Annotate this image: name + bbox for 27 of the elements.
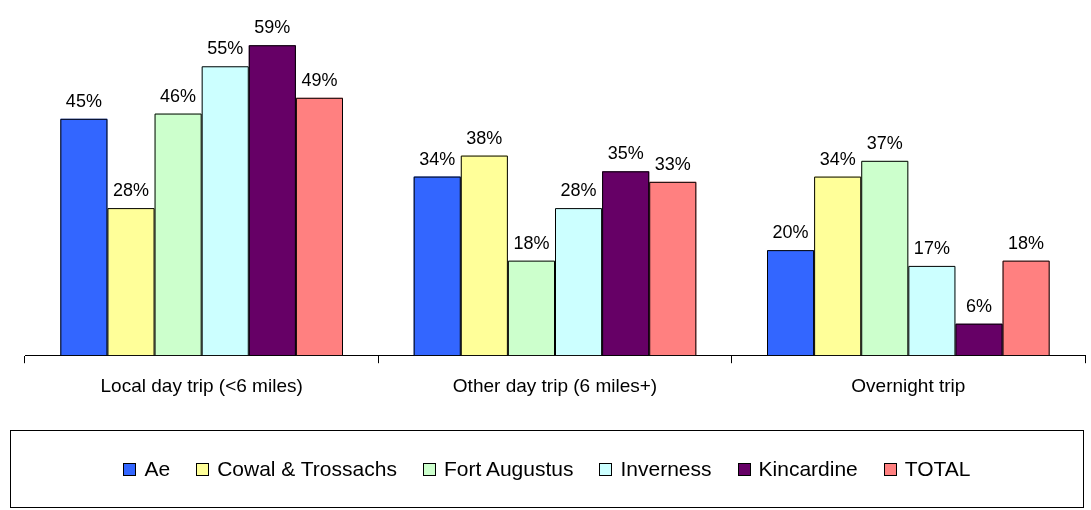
- data-label: 18%: [513, 232, 550, 253]
- legend-label: Fort Augustus: [443, 457, 574, 481]
- data-label: 59%: [254, 17, 291, 38]
- data-label: 33%: [654, 153, 691, 174]
- data-label: 6%: [965, 295, 993, 316]
- data-label: 34%: [819, 148, 856, 169]
- data-label: 37%: [866, 132, 903, 153]
- data-label: 45%: [65, 90, 102, 111]
- legend-label: Kincardine: [758, 457, 858, 481]
- data-label: 34%: [419, 148, 456, 169]
- legend-label: TOTAL: [904, 457, 971, 481]
- data-label: 28%: [112, 180, 150, 201]
- x-tick-label: Other day trip (6 miles+): [452, 374, 658, 396]
- data-label: 55%: [207, 38, 244, 59]
- data-label: 20%: [772, 222, 809, 243]
- data-label: 46%: [160, 85, 197, 106]
- legend-label: Inverness: [620, 457, 712, 481]
- data-label: 49%: [301, 69, 338, 90]
- x-tick-label: Local day trip (<6 miles): [100, 374, 303, 396]
- data-label: 18%: [1008, 232, 1045, 253]
- legend-label: Ae: [144, 457, 171, 481]
- legend-label: Cowal & Trossachs: [217, 457, 397, 481]
- data-label: 38%: [466, 127, 503, 148]
- x-tick-label: Overnight trip: [851, 374, 966, 396]
- data-label: 28%: [560, 180, 597, 201]
- data-label: 17%: [913, 237, 950, 258]
- data-label: 35%: [607, 143, 644, 164]
